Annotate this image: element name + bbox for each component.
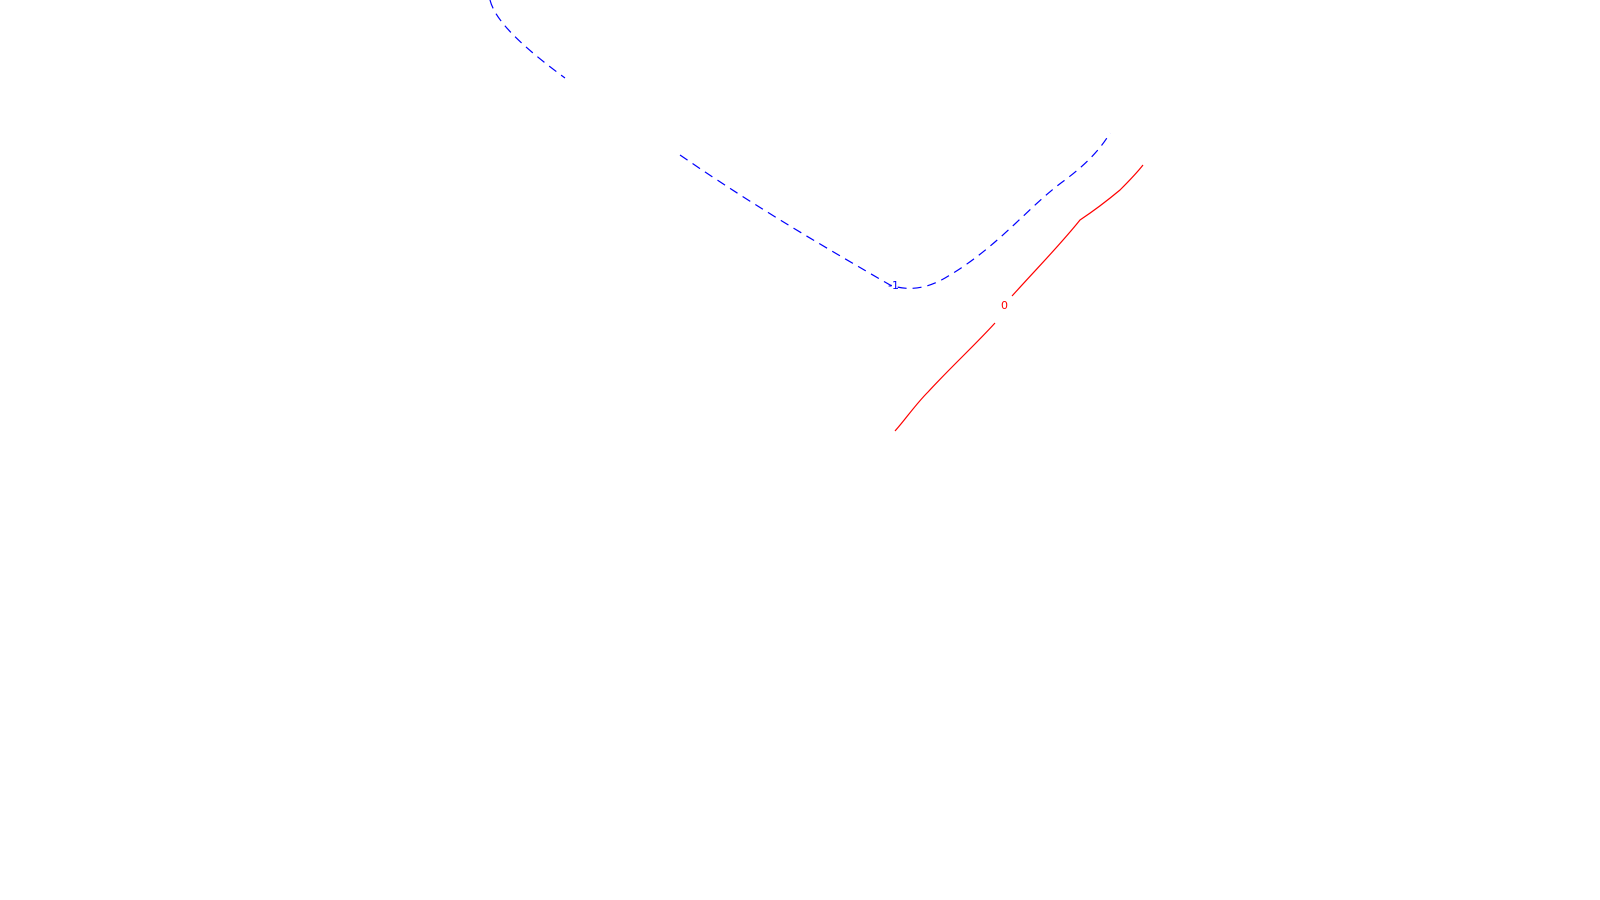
contour-line-neg1-segment-a: [489, 0, 566, 79]
contour-line-neg1-segment-b: [679, 132, 1111, 290]
contour-line-0-segment-b: [1011, 164, 1144, 297]
contour-label-neg1: -1: [888, 279, 899, 292]
contour-label-0: 0: [1001, 299, 1008, 312]
contour-line-0-segment-a: [894, 322, 996, 432]
